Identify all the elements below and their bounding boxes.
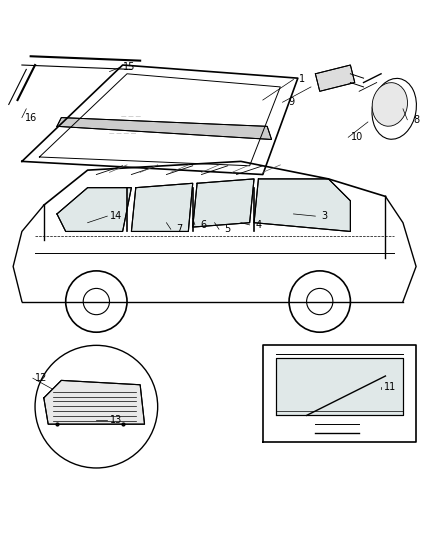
Text: — — — —: — — — — — [109, 131, 136, 136]
Text: 3: 3 — [321, 211, 327, 221]
Polygon shape — [44, 381, 145, 424]
Ellipse shape — [372, 83, 407, 126]
Text: 7: 7 — [177, 224, 183, 235]
Polygon shape — [131, 183, 193, 231]
Polygon shape — [57, 188, 131, 231]
Text: — — —: — — — — [121, 114, 141, 118]
Text: 5: 5 — [225, 224, 231, 235]
Polygon shape — [315, 65, 355, 91]
Polygon shape — [276, 359, 403, 415]
Text: 10: 10 — [351, 132, 363, 142]
Text: 12: 12 — [35, 373, 48, 383]
Text: 4: 4 — [255, 220, 261, 230]
Polygon shape — [254, 179, 350, 231]
Text: 9: 9 — [288, 97, 294, 107]
Text: 13: 13 — [110, 415, 122, 425]
Ellipse shape — [372, 78, 417, 139]
Text: 11: 11 — [384, 382, 396, 392]
Text: 16: 16 — [25, 112, 37, 123]
Text: 6: 6 — [201, 220, 207, 230]
Polygon shape — [57, 118, 272, 140]
Text: 1: 1 — [299, 75, 305, 84]
Text: 14: 14 — [110, 211, 122, 221]
Text: 8: 8 — [413, 115, 419, 125]
Text: 15: 15 — [123, 62, 135, 72]
Polygon shape — [193, 179, 254, 227]
